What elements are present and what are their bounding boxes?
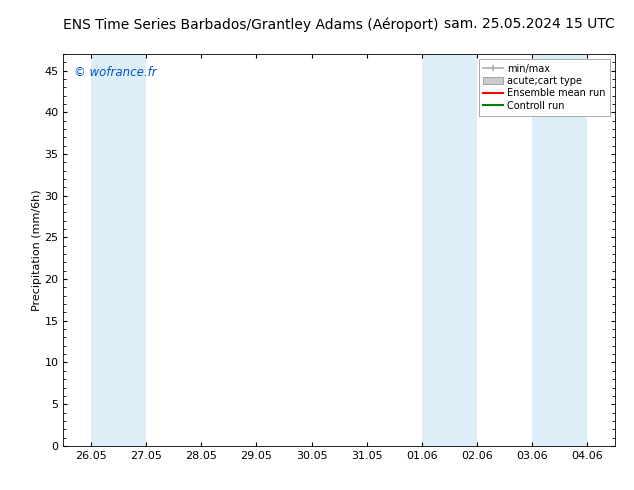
Y-axis label: Precipitation (mm/6h): Precipitation (mm/6h): [32, 189, 42, 311]
Bar: [91, 54, 146, 446]
Text: sam. 25.05.2024 15 UTC: sam. 25.05.2024 15 UTC: [444, 17, 615, 31]
Legend: min/max, acute;cart type, Ensemble mean run, Controll run: min/max, acute;cart type, Ensemble mean …: [479, 59, 610, 116]
Bar: [422, 54, 477, 446]
Bar: [533, 54, 588, 446]
Text: ENS Time Series Barbados/Grantley Adams (Aéroport): ENS Time Series Barbados/Grantley Adams …: [63, 17, 439, 32]
Text: © wofrance.fr: © wofrance.fr: [74, 66, 157, 79]
